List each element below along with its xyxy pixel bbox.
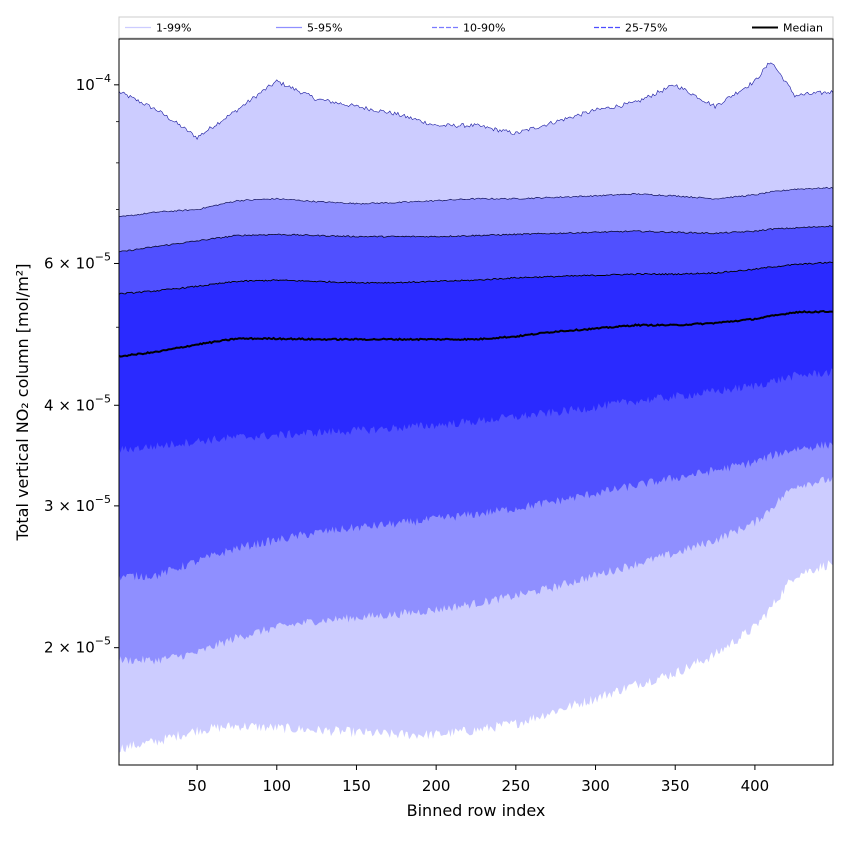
legend: 1-99% 5-95% 10-90% 25-75% Median xyxy=(118,16,834,39)
plot-frame xyxy=(118,38,834,766)
legend-item: 25-75% xyxy=(594,22,667,35)
y-tick-label: 10−4 xyxy=(76,72,111,94)
x-tick-label: 400 xyxy=(741,777,770,795)
band-5-95-upper-edge xyxy=(119,186,833,217)
x-axis-ticks: 50 100 150 200 250 300 350 400 xyxy=(188,765,770,795)
x-axis-title: Binned row index xyxy=(407,801,546,820)
band-25-75-upper-edge xyxy=(119,261,833,295)
band-edge-lines xyxy=(119,62,833,295)
x-tick-label: 200 xyxy=(422,777,451,795)
legend-label: Median xyxy=(783,22,823,35)
median-line-group xyxy=(119,309,833,358)
band-25-75-area xyxy=(119,262,833,453)
x-tick-label: 50 xyxy=(188,777,207,795)
legend-item: 10-90% xyxy=(432,22,505,35)
legend-box xyxy=(118,16,834,39)
x-tick-label: 150 xyxy=(342,777,371,795)
x-tick-label: 100 xyxy=(262,777,291,795)
y-tick-label: 3 × 10−5 xyxy=(44,493,111,515)
y-tick-label: 6 × 10−5 xyxy=(44,250,111,272)
band-1-99-upper-edge xyxy=(119,62,833,141)
y-axis-ticks: 2 × 10−5 3 × 10−5 4 × 10−5 6 × 10−5 10−4 xyxy=(44,72,119,657)
percentile-bands xyxy=(119,62,833,753)
legend-label: 1-99% xyxy=(156,22,191,35)
legend-label: 25-75% xyxy=(625,22,667,35)
x-tick-label: 300 xyxy=(581,777,610,795)
median-line xyxy=(119,309,833,358)
band-10-90-upper-edge xyxy=(119,225,833,253)
y-tick-label: 4 × 10−5 xyxy=(44,392,111,414)
legend-item: Median xyxy=(752,22,823,35)
legend-label: 10-90% xyxy=(463,22,505,35)
legend-label: 5-95% xyxy=(307,22,342,35)
x-tick-label: 350 xyxy=(661,777,690,795)
x-tick-label: 250 xyxy=(502,777,531,795)
y-axis-title: Total vertical NO₂ column [mol/m²] xyxy=(13,264,32,542)
legend-item: 1-99% xyxy=(125,22,191,35)
legend-item: 5-95% xyxy=(276,22,342,35)
y-tick-label: 2 × 10−5 xyxy=(44,635,111,657)
